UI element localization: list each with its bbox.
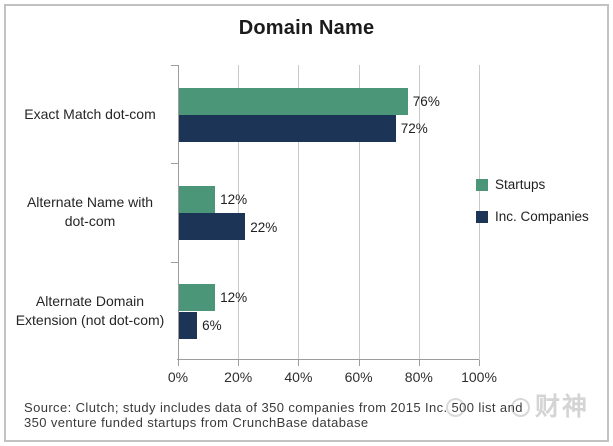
category-label-line: Extension (not dot-com) [15, 311, 165, 328]
value-axis-tick-label: 0% [167, 369, 189, 385]
bar-startups [179, 87, 408, 115]
category-label: Exact Match dot-com [10, 65, 170, 163]
category-label: Alternate Name with dot-com [10, 163, 170, 261]
gridline [418, 65, 420, 360]
category-label-line: Alternate Name with [26, 194, 154, 211]
value-axis-tick-label: 80% [404, 369, 433, 385]
category-label-line: dot-com [64, 213, 116, 230]
value-axis-tick-label: 20% [224, 369, 253, 385]
value-label: 76% [412, 93, 440, 109]
value-axis-tick [418, 360, 420, 366]
category-label: Alternate Domain Extension (not dot-com) [10, 262, 170, 360]
legend-label-inc-companies: Inc. Companies [495, 209, 589, 224]
source-line-1: Source: Clutch; study includes data of 3… [24, 400, 523, 415]
value-axis-tick [298, 360, 300, 366]
source-note: Source: Clutch; study includes data of 3… [24, 400, 523, 430]
legend-label-startups: Startups [495, 177, 546, 192]
gridline [358, 65, 360, 360]
value-label: 12% [220, 192, 248, 208]
legend-item-startups: Startups [476, 177, 589, 192]
category-axis-labels: Exact Match dot-com Alternate Name with do… [10, 65, 170, 360]
bar-inc-companies [179, 115, 396, 142]
value-axis-tick [238, 360, 240, 366]
legend-item-inc-companies: Inc. Companies [476, 209, 589, 224]
gridline [238, 65, 240, 360]
bar-startups [179, 284, 216, 312]
category-axis-line [178, 65, 179, 360]
value-label: 12% [220, 290, 248, 306]
legend-swatch-startups-icon [476, 178, 488, 191]
legend: Startups Inc. Companies [476, 177, 589, 241]
value-axis-line [177, 359, 479, 360]
gridline [298, 65, 300, 360]
category-axis-tick [171, 163, 178, 165]
value-axis-tick-label: 40% [284, 369, 313, 385]
value-label: 72% [400, 121, 428, 137]
value-axis-tick [358, 360, 360, 366]
value-axis-tick-label: 60% [344, 369, 373, 385]
category-label-line: Exact Match dot-com [24, 105, 156, 122]
legend-swatch-inc-companies-icon [476, 210, 488, 223]
category-label-line: Alternate Domain [35, 292, 145, 309]
value-label: 6% [202, 317, 222, 333]
watermark-text: 财神 [535, 393, 590, 421]
value-axis-tick-label: 100% [461, 369, 497, 385]
source-line-2: 350 venture funded startups from CrunchB… [24, 414, 369, 430]
category-axis-tick [171, 65, 178, 66]
value-axis-tick [178, 360, 179, 366]
category-axis-tick [171, 261, 178, 263]
value-axis-tick [479, 360, 480, 366]
bar-startups [179, 185, 216, 213]
value-label: 22% [250, 219, 278, 235]
bar-inc-companies [179, 311, 198, 339]
value-axis-labels: 0% 20% 40% 60% 80% 100% [168, 369, 497, 389]
bar-inc-companies [179, 213, 246, 241]
chart-title: Domain Name [238, 17, 375, 39]
plot-area: 76% 12% 12% 72% 22% 6% [171, 65, 480, 366]
